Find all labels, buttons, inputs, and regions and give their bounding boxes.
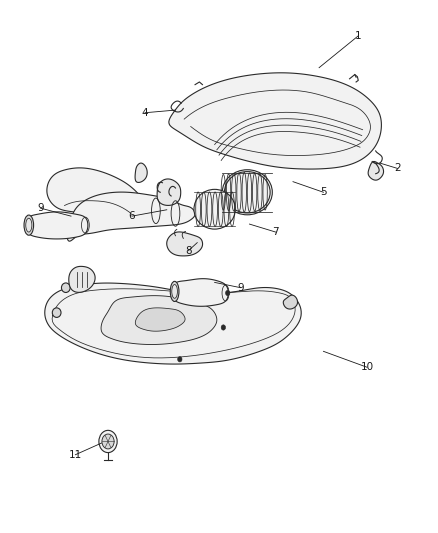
Polygon shape: [135, 163, 147, 182]
Polygon shape: [45, 283, 301, 364]
Polygon shape: [69, 266, 95, 293]
Text: 6: 6: [129, 211, 135, 221]
Text: 4: 4: [142, 108, 148, 118]
Ellipse shape: [194, 189, 235, 229]
Polygon shape: [167, 232, 202, 256]
Text: 9: 9: [37, 203, 44, 213]
Text: 8: 8: [185, 246, 192, 256]
Ellipse shape: [178, 357, 182, 362]
Ellipse shape: [24, 215, 34, 235]
Ellipse shape: [26, 218, 32, 232]
Polygon shape: [135, 308, 185, 331]
Polygon shape: [67, 192, 195, 241]
Ellipse shape: [52, 308, 61, 317]
Ellipse shape: [99, 430, 117, 453]
Text: 7: 7: [272, 227, 279, 237]
Text: 2: 2: [394, 164, 401, 173]
Polygon shape: [47, 168, 141, 216]
Text: 11: 11: [69, 450, 82, 460]
Polygon shape: [157, 179, 181, 205]
Text: 10: 10: [360, 362, 374, 372]
Polygon shape: [368, 161, 384, 180]
Ellipse shape: [221, 325, 226, 330]
Polygon shape: [283, 295, 297, 309]
Ellipse shape: [172, 285, 177, 298]
Text: 1: 1: [355, 31, 362, 41]
Text: 5: 5: [320, 187, 327, 197]
Ellipse shape: [222, 169, 272, 215]
Polygon shape: [26, 212, 88, 239]
Polygon shape: [169, 73, 381, 169]
Ellipse shape: [226, 290, 230, 296]
Ellipse shape: [61, 283, 70, 293]
Ellipse shape: [102, 434, 114, 449]
Text: 9: 9: [237, 282, 244, 293]
Ellipse shape: [170, 281, 179, 302]
Polygon shape: [101, 296, 217, 344]
Polygon shape: [172, 279, 228, 306]
